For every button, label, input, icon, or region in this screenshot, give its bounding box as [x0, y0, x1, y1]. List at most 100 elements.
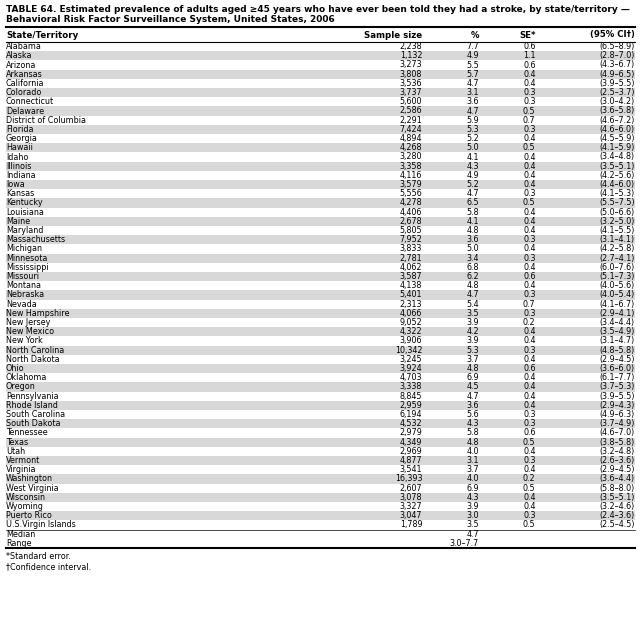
- Text: (2.9–4.5): (2.9–4.5): [599, 355, 635, 364]
- Text: 0.3: 0.3: [523, 511, 535, 520]
- Text: 5.3: 5.3: [466, 346, 479, 355]
- Bar: [6, 419, 635, 429]
- Text: U.S.Virgin Islands: U.S.Virgin Islands: [6, 520, 76, 530]
- Text: New York: New York: [6, 336, 43, 345]
- Text: 3.1: 3.1: [467, 88, 479, 97]
- Text: (3.4–4.8): (3.4–4.8): [600, 153, 635, 162]
- Text: 0.5: 0.5: [523, 484, 535, 493]
- Text: 7.7: 7.7: [466, 42, 479, 51]
- Text: 4.3: 4.3: [467, 419, 479, 428]
- Text: 2,238: 2,238: [399, 42, 422, 51]
- Text: Oregon: Oregon: [6, 382, 36, 392]
- Text: 0.3: 0.3: [523, 97, 535, 106]
- Text: (3.5–4.9): (3.5–4.9): [599, 328, 635, 336]
- Text: 0.3: 0.3: [523, 291, 535, 300]
- Text: 3.6: 3.6: [467, 235, 479, 244]
- Bar: [6, 281, 635, 291]
- Text: 6.9: 6.9: [466, 373, 479, 382]
- Text: State/Territory: State/Territory: [6, 31, 78, 39]
- Text: 3,047: 3,047: [400, 511, 422, 520]
- Text: Wisconsin: Wisconsin: [6, 493, 46, 502]
- Text: 2,959: 2,959: [399, 401, 422, 410]
- Text: 0.7: 0.7: [523, 116, 535, 125]
- Text: 4.3: 4.3: [467, 493, 479, 502]
- Text: West Virginia: West Virginia: [6, 484, 58, 493]
- Text: New Mexico: New Mexico: [6, 328, 54, 336]
- Text: 5,600: 5,600: [400, 97, 422, 106]
- Text: Washington: Washington: [6, 474, 53, 483]
- Text: 4.0: 4.0: [467, 474, 479, 483]
- Text: Colorado: Colorado: [6, 88, 42, 97]
- Text: 0.4: 0.4: [523, 171, 535, 180]
- Bar: [6, 474, 635, 483]
- Text: Iowa: Iowa: [6, 180, 25, 189]
- Bar: [6, 60, 635, 69]
- Text: 0.4: 0.4: [523, 263, 535, 272]
- Text: 0.4: 0.4: [523, 328, 535, 336]
- Text: 9,052: 9,052: [399, 318, 422, 327]
- Text: Median: Median: [6, 530, 35, 539]
- Text: (6.5–8.9): (6.5–8.9): [599, 42, 635, 51]
- Bar: [6, 300, 635, 309]
- Text: 2,678: 2,678: [399, 217, 422, 226]
- Text: 4.7: 4.7: [466, 392, 479, 401]
- Text: Georgia: Georgia: [6, 134, 38, 143]
- Text: 6.5: 6.5: [466, 198, 479, 207]
- Text: 0.4: 0.4: [523, 226, 535, 235]
- Text: (4.9–6.3): (4.9–6.3): [600, 410, 635, 419]
- Text: (4.1–5.3): (4.1–5.3): [600, 190, 635, 198]
- Text: 5.5: 5.5: [466, 60, 479, 69]
- Text: 3.9: 3.9: [466, 336, 479, 345]
- Text: 2,979: 2,979: [399, 429, 422, 438]
- Text: 3,338: 3,338: [400, 382, 422, 392]
- Text: Range: Range: [6, 539, 31, 548]
- Text: 5.0: 5.0: [466, 143, 479, 152]
- Text: 3.6: 3.6: [467, 97, 479, 106]
- Text: 4.7: 4.7: [466, 106, 479, 116]
- Text: (2.7–4.1): (2.7–4.1): [599, 254, 635, 263]
- Text: (4.1–5.5): (4.1–5.5): [599, 226, 635, 235]
- Text: 4,894: 4,894: [400, 134, 422, 143]
- Text: Montana: Montana: [6, 281, 41, 290]
- Text: 4,877: 4,877: [399, 456, 422, 465]
- Text: 0.3: 0.3: [523, 254, 535, 263]
- Text: 3.9: 3.9: [466, 318, 479, 327]
- Bar: [6, 88, 635, 97]
- Text: North Carolina: North Carolina: [6, 346, 64, 355]
- Text: 4,703: 4,703: [400, 373, 422, 382]
- Bar: [6, 392, 635, 401]
- Text: 5,556: 5,556: [399, 190, 422, 198]
- Text: Massachusetts: Massachusetts: [6, 235, 65, 244]
- Text: 5.6: 5.6: [466, 410, 479, 419]
- Text: 3.0–7.7: 3.0–7.7: [449, 539, 479, 548]
- Text: 0.6: 0.6: [523, 429, 535, 438]
- Text: (4.9–6.5): (4.9–6.5): [599, 70, 635, 79]
- Text: 3.0: 3.0: [467, 511, 479, 520]
- Text: South Carolina: South Carolina: [6, 410, 65, 419]
- Text: (3.2–5.0): (3.2–5.0): [599, 217, 635, 226]
- Bar: [6, 438, 635, 447]
- Text: (2.6–3.6): (2.6–3.6): [600, 456, 635, 465]
- Text: 0.4: 0.4: [523, 153, 535, 162]
- Text: Tennessee: Tennessee: [6, 429, 47, 438]
- Text: 4.8: 4.8: [467, 281, 479, 290]
- Text: (2.9–4.3): (2.9–4.3): [599, 401, 635, 410]
- Text: (3.5–5.1): (3.5–5.1): [599, 162, 635, 170]
- Text: 3.5: 3.5: [466, 309, 479, 318]
- Text: 0.4: 0.4: [523, 502, 535, 511]
- Text: 0.4: 0.4: [523, 336, 535, 345]
- Text: 0.3: 0.3: [523, 309, 535, 318]
- Text: 0.5: 0.5: [523, 438, 535, 446]
- Text: 5.2: 5.2: [466, 134, 479, 143]
- Text: 4.7: 4.7: [466, 79, 479, 88]
- Text: (3.9–5.5): (3.9–5.5): [599, 392, 635, 401]
- Text: (4.6–7.0): (4.6–7.0): [600, 429, 635, 438]
- Text: Behavioral Risk Factor Surveillance System, United States, 2006: Behavioral Risk Factor Surveillance Syst…: [6, 15, 335, 25]
- Text: 6,194: 6,194: [400, 410, 422, 419]
- Text: (2.5–4.5): (2.5–4.5): [599, 520, 635, 530]
- Text: Mississippi: Mississippi: [6, 263, 49, 272]
- Text: (3.9–5.5): (3.9–5.5): [599, 79, 635, 88]
- Text: 0.4: 0.4: [523, 281, 535, 290]
- Text: California: California: [6, 79, 44, 88]
- Text: 0.4: 0.4: [523, 355, 535, 364]
